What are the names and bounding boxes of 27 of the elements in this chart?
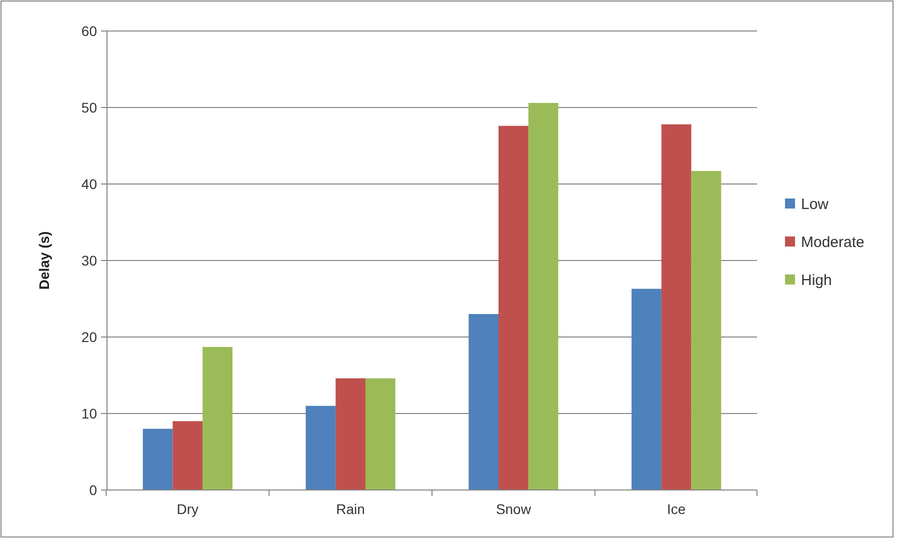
bar bbox=[661, 124, 692, 490]
x-tick-label: Ice bbox=[667, 501, 686, 517]
y-tick-label: 60 bbox=[81, 22, 98, 39]
bar bbox=[142, 428, 173, 490]
bar bbox=[468, 314, 499, 490]
bar bbox=[498, 126, 528, 490]
legend-label: Moderate bbox=[801, 234, 864, 251]
bar bbox=[365, 378, 396, 490]
x-tick-label: Snow bbox=[496, 501, 532, 517]
y-tick-label: 40 bbox=[81, 176, 98, 192]
y-tick-label: 0 bbox=[89, 482, 98, 498]
y-tick-label: 30 bbox=[81, 252, 98, 268]
legend-label: High bbox=[801, 272, 832, 289]
bar bbox=[172, 421, 203, 490]
x-tick-label: Dry bbox=[176, 501, 199, 517]
y-tick-label: 50 bbox=[81, 99, 98, 116]
legend-label: Low bbox=[801, 196, 829, 213]
bar bbox=[306, 406, 336, 490]
y-axis-title: Delay (s) bbox=[36, 231, 52, 290]
y-tick-label: 20 bbox=[81, 328, 98, 345]
bar bbox=[528, 102, 558, 490]
bar bbox=[202, 346, 232, 490]
bar bbox=[691, 170, 722, 490]
bar bbox=[632, 288, 662, 490]
x-tick-label: Rain bbox=[336, 501, 365, 517]
bar bbox=[336, 378, 366, 490]
y-tick-label: 10 bbox=[81, 405, 98, 422]
